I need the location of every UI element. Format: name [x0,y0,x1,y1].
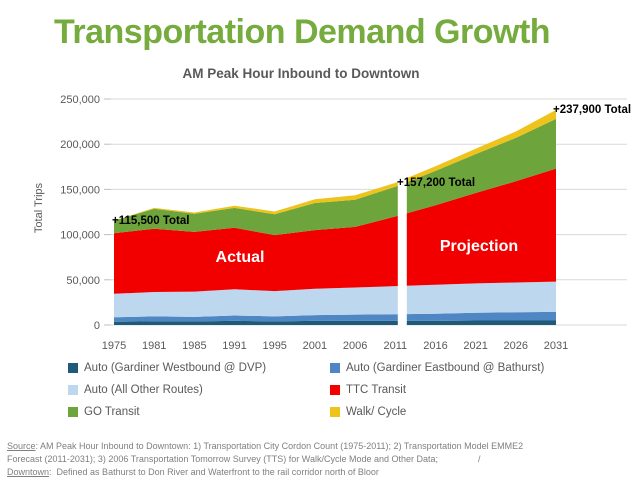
x-tick-label: 2021 [463,340,487,352]
x-tick-label: 1975 [102,340,126,352]
y-tick-label: 50,000 [66,275,100,287]
area-ttc-transit [114,168,556,294]
x-tick-label: 2016 [423,340,447,352]
total-annotation: +237,900 Total [553,104,631,116]
footer-downtown-label: Downtown [7,467,50,477]
footer: Source: AM Peak Hour Inbound to Downtown… [7,440,627,479]
y-tick-label: 200,000 [60,139,100,151]
legend-swatch [68,362,78,373]
legend-item-walk-cycle: Walk/ Cycle [330,405,406,418]
slide-title: Transportation Demand Growth [54,13,551,51]
region-label-actual: Actual [216,249,265,266]
legend-swatch [68,384,78,395]
x-tick-label: 2011 [383,340,407,352]
legend-item-auto-all-other-routes: Auto (All Other Routes) [68,383,203,396]
legend-swatch [330,384,340,395]
y-tick-label: 150,000 [60,184,100,196]
total-annotation: +157,200 Total [397,177,475,189]
legend-item-ttc-transit: TTC Transit [330,383,406,396]
y-tick-label: 100,000 [60,230,100,242]
x-tick-label: 2026 [504,340,528,352]
footer-slash: / [478,454,481,464]
x-tick-label: 1981 [142,340,166,352]
footer-downtown-line: Downtown: Defined as Bathurst to Don Riv… [7,466,627,479]
legend-swatch [330,406,340,417]
x-tick-label: 1991 [222,340,246,352]
y-tick-label: 250,000 [60,94,100,106]
footer-forecast-line: Forecast (2011-2031); 3) 2006 Transporta… [7,453,627,466]
legend-label: Auto (Gardiner Eastbound @ Bathurst) [346,361,545,374]
x-tick-label: 2031 [544,340,568,352]
area-go-transit [114,118,556,236]
legend-label: TTC Transit [346,383,407,396]
footer-line2-text: Forecast (2011-2031); 3) 2006 Transporta… [7,454,439,464]
region-label-projection: Projection [440,238,518,255]
x-tick-label: 2001 [303,340,327,352]
legend-label: Auto (All Other Routes) [84,383,203,396]
total-annotation: +115,500 Total [112,215,189,227]
area-auto-gardiner-eastbound-bathurst [114,311,556,322]
legend-swatch [68,406,78,417]
area-auto-gardiner-westbound-dvp [114,320,556,325]
chart-title: AM Peak Hour Inbound to Downtown [182,66,420,81]
footer-source-text: : AM Peak Hour Inbound to Downtown: 1) T… [35,441,524,451]
legend-item-auto-gardiner-westbound-dvp: Auto (Gardiner Westbound @ DVP) [68,361,266,374]
legend-label: Auto (Gardiner Westbound @ DVP) [84,361,267,374]
area-auto-all-other-routes [114,281,556,318]
legend-label: Walk/ Cycle [346,405,407,418]
footer-source-label: Source [7,441,36,451]
x-tick-label: 1985 [182,340,206,352]
y-tick-label: 0 [94,320,100,332]
x-tick-label: 1995 [262,340,286,352]
x-tick-label: 2006 [343,340,367,352]
area-walk-cycle [114,109,556,221]
legend-swatch [330,362,340,373]
actual-projection-divider [397,150,407,327]
legend-item-go-transit: GO Transit [68,405,140,418]
legend-label: GO Transit [84,405,140,418]
footer-source-line: Source: AM Peak Hour Inbound to Downtown… [7,440,627,453]
footer-downtown-text: : Defined as Bathurst to Don River and W… [49,467,379,477]
legend-item-auto-gardiner-eastbound-bathurst: Auto (Gardiner Eastbound @ Bathurst) [330,361,544,374]
